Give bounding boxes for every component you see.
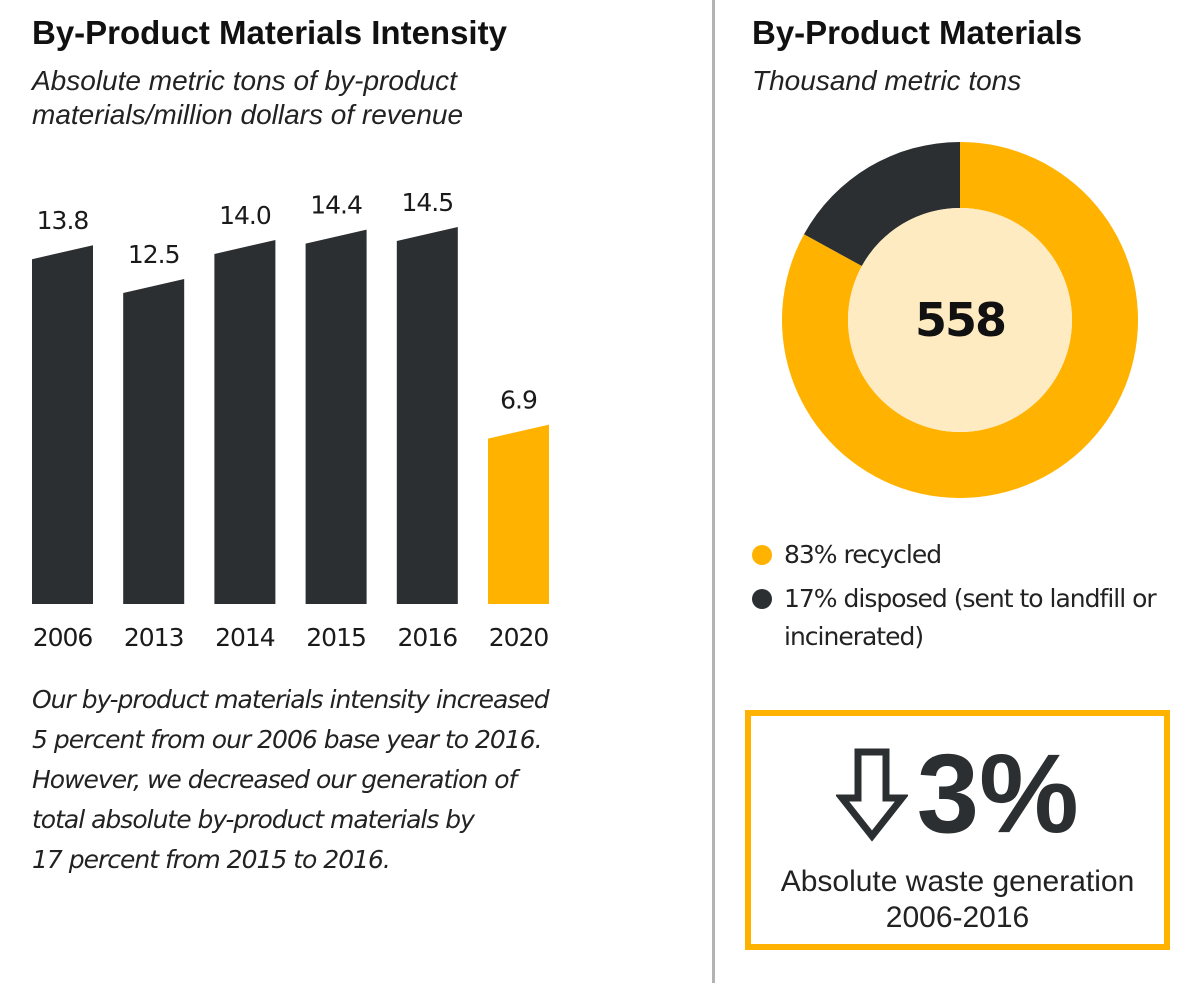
bar-2020 bbox=[488, 424, 549, 604]
note-line: 5 percent from our 2006 base year to 201… bbox=[32, 725, 543, 754]
intensity-chart-title: By-Product Materials Intensity bbox=[32, 14, 507, 51]
note-line: However, we decreased our generation of bbox=[32, 765, 517, 794]
legend-item-recycled: 83% recycled bbox=[752, 536, 1184, 574]
intensity-bar-chart: 13.8 2006 12.5 2013 14.0 2014 14.4 2015 14.5 2016… bbox=[32, 188, 549, 652]
legend-item-disposed: 17% disposed (sent to landfill or incine… bbox=[752, 580, 1184, 656]
data-label-2006: 13.8 bbox=[37, 206, 89, 235]
tick-label-2016: 2016 bbox=[397, 623, 457, 652]
materials-donut-chart: 558 bbox=[782, 142, 1138, 499]
stat-row: 3% bbox=[751, 734, 1164, 854]
legend-label-recycled: 83% recycled bbox=[784, 540, 942, 569]
legend-label-disposed: 17% disposed (sent to landfill or incine… bbox=[784, 584, 1157, 651]
note-line: 17 percent from 2015 to 2016. bbox=[32, 845, 391, 874]
legend-swatch-recycled bbox=[752, 545, 772, 565]
bar-2013 bbox=[123, 279, 185, 604]
donut-center bbox=[848, 208, 1072, 432]
column-divider bbox=[712, 0, 715, 983]
data-label-2020: 6.9 bbox=[500, 386, 537, 415]
legend-swatch-disposed bbox=[752, 589, 772, 609]
arrow-down-outline-icon bbox=[836, 748, 909, 842]
bar-2006 bbox=[32, 245, 93, 604]
donut-slice-disposed bbox=[804, 142, 960, 267]
donut-center-value: 558 bbox=[915, 293, 1005, 347]
note-line: total absolute by-product materials by bbox=[32, 805, 475, 834]
bar-2015 bbox=[305, 229, 367, 604]
donut-legend: 83% recycled 17% disposed (sent to landf… bbox=[752, 536, 1184, 662]
data-label-2014: 14.0 bbox=[219, 201, 271, 230]
donut-slice-recycled bbox=[782, 142, 1138, 499]
bar-2014 bbox=[214, 240, 276, 604]
data-label-2016: 14.5 bbox=[401, 188, 453, 217]
intensity-chart-subtitle: Absolute metric tons of by-product mater… bbox=[32, 65, 464, 130]
note-line: Our by-product materials intensity incre… bbox=[32, 685, 550, 714]
tick-label-2015: 2015 bbox=[306, 623, 366, 652]
data-label-2015: 14.4 bbox=[310, 191, 362, 220]
intensity-note: Our by-product materials intensity incre… bbox=[32, 680, 672, 880]
tick-label-2013: 2013 bbox=[124, 623, 184, 652]
materials-chart-subtitle: Thousand metric tons bbox=[752, 65, 1022, 96]
tick-label-2020: 2020 bbox=[489, 623, 549, 652]
tick-label-2006: 2006 bbox=[33, 623, 93, 652]
stat-label: Absolute waste generation 2006-2016 bbox=[780, 865, 1135, 934]
waste-stat-box: 3% Absolute waste generation 2006-2016 bbox=[745, 710, 1170, 950]
data-label-2013: 12.5 bbox=[128, 240, 180, 269]
materials-chart-title: By-Product Materials bbox=[752, 14, 1083, 51]
bar-2016 bbox=[396, 227, 458, 604]
tick-label-2014: 2014 bbox=[215, 623, 275, 652]
stat-value: 3% bbox=[916, 731, 1079, 856]
